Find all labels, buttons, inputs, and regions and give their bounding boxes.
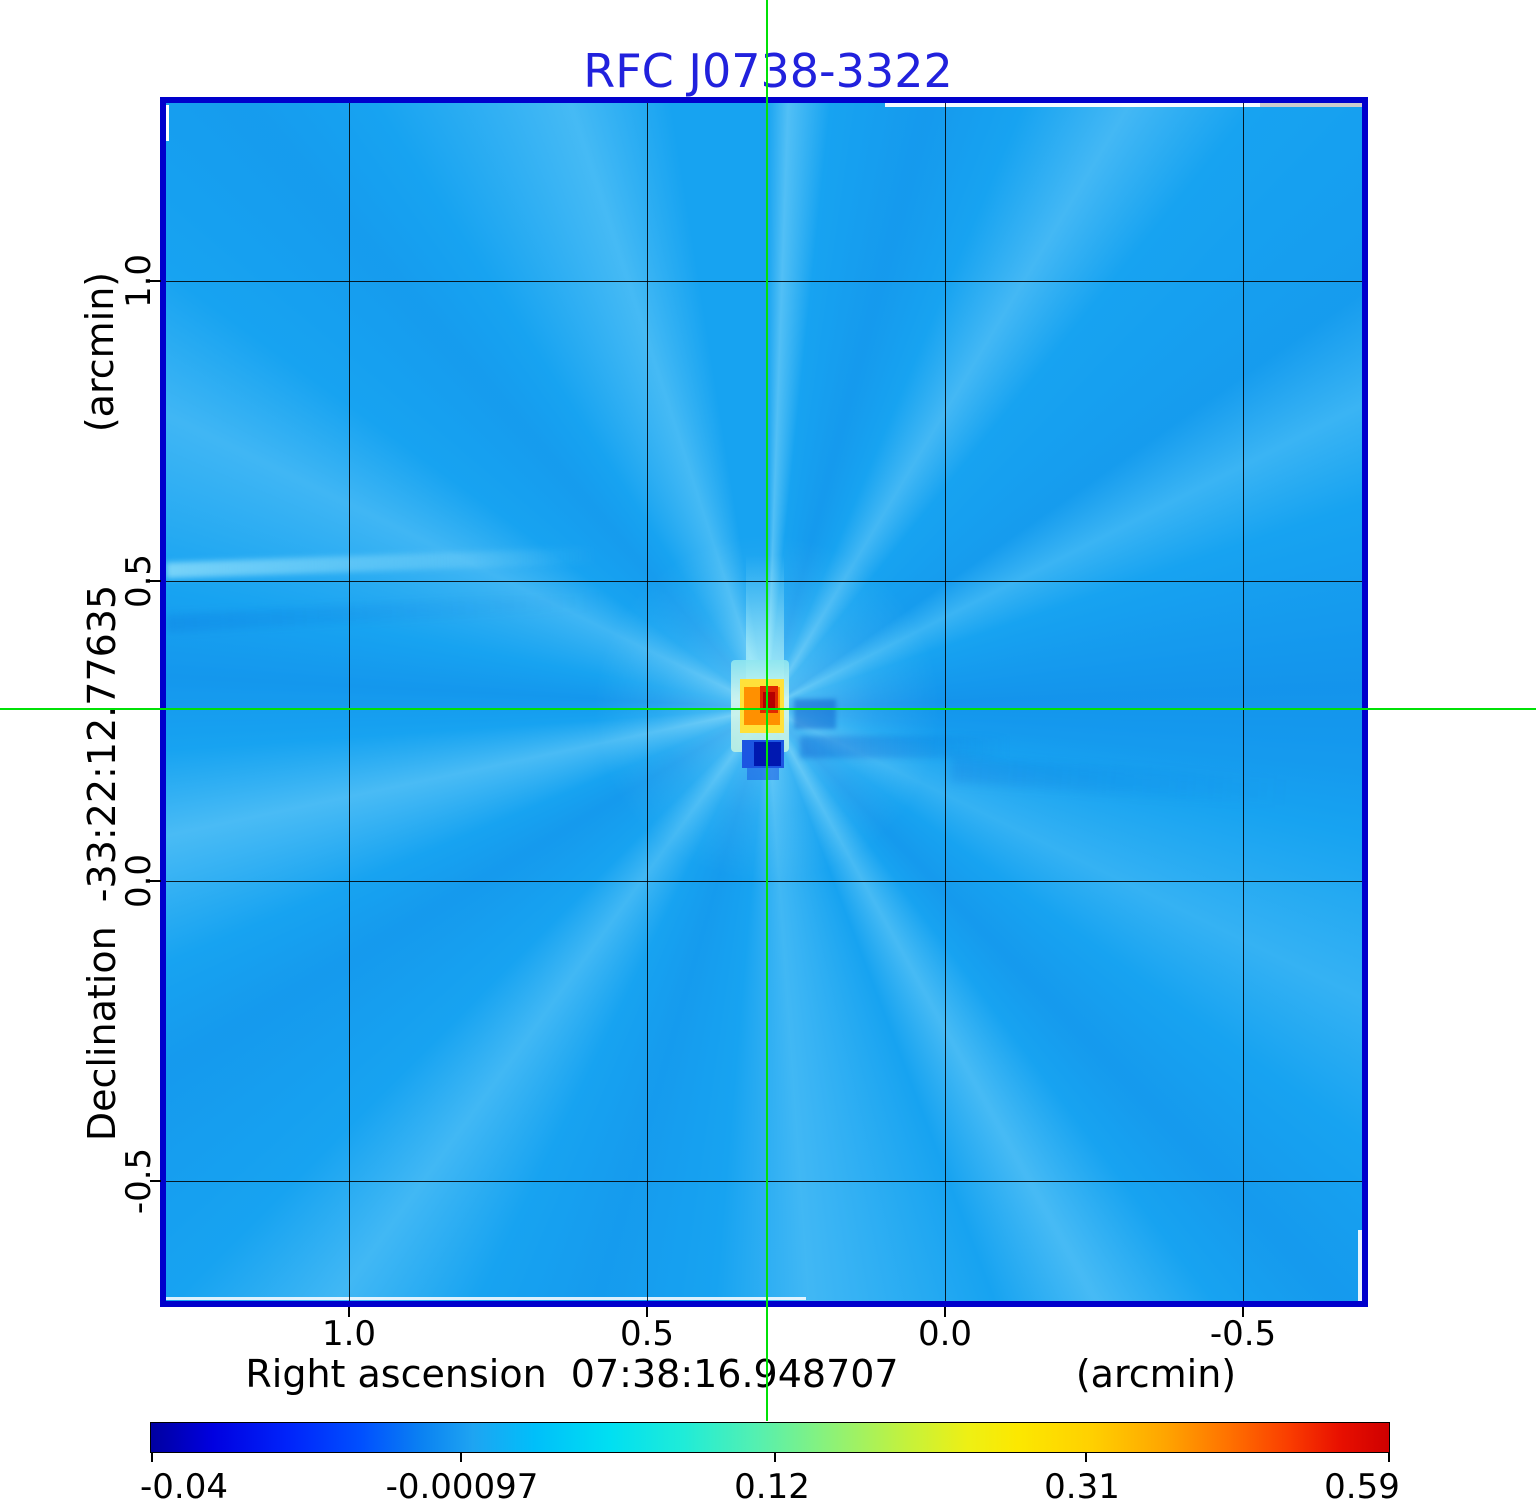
x-axis-unit-label: (arcmin) xyxy=(1075,1352,1237,1396)
edge-artifact-right xyxy=(1358,1230,1362,1301)
colorbar-label: 0.12 xyxy=(734,1467,810,1507)
y-axis-tick xyxy=(150,280,161,282)
y-tick-label: 1.0 xyxy=(119,253,159,309)
x-axis-tick xyxy=(944,1307,946,1317)
edge-artifact-top xyxy=(885,103,1260,107)
grid-line-horizontal xyxy=(166,581,1362,582)
source-plume xyxy=(746,555,784,680)
y-axis-tick xyxy=(150,1180,161,1182)
dark-patch-right xyxy=(794,699,836,729)
figure-title: RFC J0738-3322 xyxy=(583,44,953,98)
grid-line-horizontal xyxy=(166,281,1362,282)
colorbar xyxy=(150,1422,1390,1453)
grid-line-horizontal xyxy=(166,881,1362,882)
colorbar-tick xyxy=(151,1453,153,1462)
sky-map-plot xyxy=(160,97,1368,1307)
grid-line-vertical xyxy=(945,103,946,1301)
y-tick-label: 0.0 xyxy=(119,853,159,909)
x-axis-label: Right ascension 07:38:16.948707 xyxy=(245,1352,899,1396)
y-axis-tick xyxy=(150,880,161,882)
y-axis-tick xyxy=(150,580,161,582)
colorbar-label: -0.00097 xyxy=(385,1467,539,1507)
edge-artifact-top-gray xyxy=(1260,103,1362,107)
sky-image xyxy=(166,103,1362,1301)
y-axis-unit-label: (arcmin) xyxy=(78,271,122,433)
crosshair-vertical xyxy=(766,0,768,1421)
grid-line-vertical xyxy=(349,103,350,1301)
grid-line-vertical xyxy=(647,103,648,1301)
x-tick-label: 0.0 xyxy=(917,1314,973,1354)
x-axis-tick xyxy=(348,1307,350,1317)
colorbar-tick xyxy=(1085,1453,1087,1462)
x-tick-label: 1.0 xyxy=(321,1314,377,1354)
x-tick-label: -0.5 xyxy=(1209,1314,1277,1354)
colorbar-tick xyxy=(1388,1453,1390,1462)
y-tick-label: 0.5 xyxy=(119,553,159,609)
colorbar-label: 0.59 xyxy=(1324,1467,1400,1507)
source-peak-core xyxy=(763,692,775,708)
crosshair-horizontal xyxy=(0,708,1536,710)
colorbar-label: 0.31 xyxy=(1044,1467,1120,1507)
grid-line-vertical xyxy=(1243,103,1244,1301)
edge-artifact-left xyxy=(166,105,169,141)
grid-line-horizontal xyxy=(166,1181,1362,1182)
streak-right-dark xyxy=(800,736,1010,758)
y-tick-label: -0.5 xyxy=(119,1147,159,1215)
negative-sidelobe-tail xyxy=(747,768,779,780)
colorbar-tick xyxy=(774,1453,776,1462)
y-axis-label: Declination -33:22:12.77635 xyxy=(80,584,124,1142)
x-tick-label: 0.5 xyxy=(619,1314,675,1354)
x-axis-tick xyxy=(1242,1307,1244,1317)
x-axis-tick xyxy=(646,1307,648,1317)
edge-artifact-bottom xyxy=(166,1297,806,1300)
colorbar-tick xyxy=(460,1453,462,1462)
colorbar-label: -0.04 xyxy=(140,1467,228,1507)
